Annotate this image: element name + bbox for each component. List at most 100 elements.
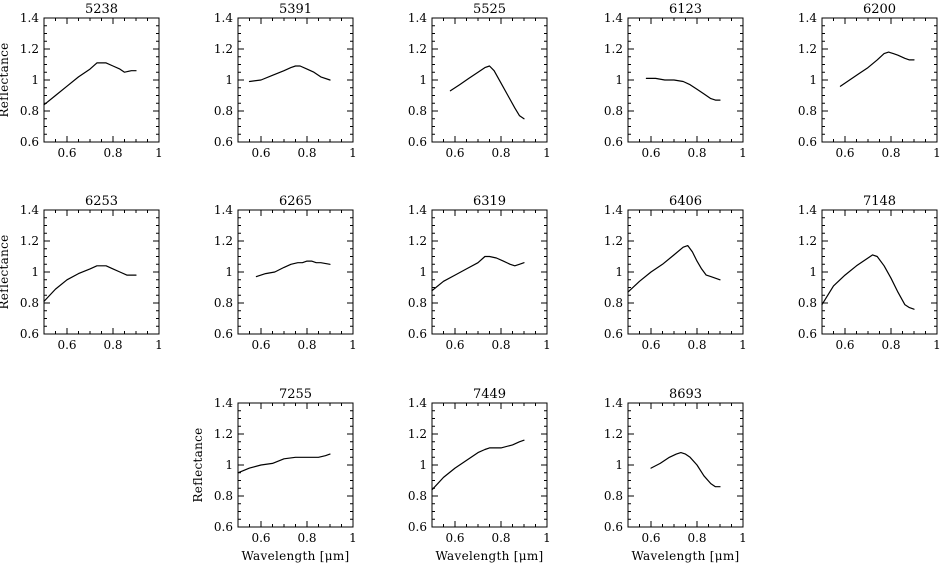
y-tick-label: 1.4: [798, 203, 817, 217]
y-tick-label: 0.8: [408, 104, 427, 118]
x-axis-label: Wavelength [μm]: [631, 549, 739, 563]
panel: 0.6 0.8 1 0.6 0.8 1 1.2 1.4 7148: [798, 194, 941, 352]
plot-frame: [237, 402, 354, 528]
panel: 0.6 0.8 1 0.6 0.8 1 1.2 1.4 6406: [604, 194, 747, 352]
panel-title: 6406: [669, 194, 702, 209]
panel: 0.6 0.8 1 0.6 0.8 1 1.2 1.4 6265: [214, 194, 357, 352]
y-axis-label: Reflectance: [191, 427, 205, 502]
x-tick-label: 0.8: [103, 146, 122, 160]
y-tick-label: 0.8: [408, 296, 427, 310]
x-tick-label: 0.8: [297, 146, 316, 160]
spectrum-line: [650, 452, 721, 488]
y-tick-label: 0.6: [20, 327, 39, 341]
y-tick-label: 1.2: [214, 42, 233, 56]
panel: 0.6 0.8 1 0.6 0.8 1 1.2 1.4 5391: [214, 2, 357, 160]
x-tick-label: 0.8: [491, 146, 510, 160]
x-tick-label: 0.8: [687, 146, 706, 160]
y-tick-label: 0.6: [408, 520, 427, 534]
spectrum-line: [821, 254, 915, 310]
y-tick-label: 1.4: [798, 11, 817, 25]
y-tick-label: 1.4: [408, 396, 427, 410]
plot-frame: [431, 402, 548, 528]
x-tick-label: 0.6: [251, 338, 270, 352]
spectrum-line: [627, 245, 721, 293]
x-tick-label: 0.6: [835, 146, 854, 160]
plot-frame: [237, 17, 354, 143]
y-tick-label: 1.2: [214, 427, 233, 441]
x-axis-label: Wavelength [μm]: [435, 549, 543, 563]
plot-frame: [43, 209, 160, 335]
plot-frame: [43, 17, 160, 143]
x-tick-label: 1: [349, 146, 357, 160]
plot-frame: [821, 209, 938, 335]
y-tick-label: 1.4: [408, 203, 427, 217]
y-tick-label: 1: [615, 265, 623, 279]
y-tick-label: 1.2: [20, 234, 39, 248]
x-tick-label: 1: [155, 146, 163, 160]
x-tick-label: 1: [543, 531, 551, 545]
x-tick-label: 1: [739, 146, 747, 160]
y-tick-label: 0.6: [20, 135, 39, 149]
panel: 0.6 0.8 1 0.6 0.8 1 1.2 1.4 6319: [408, 194, 551, 352]
y-tick-label: 0.6: [604, 135, 623, 149]
plot-frame: [431, 209, 548, 335]
y-tick-label: 0.8: [214, 489, 233, 503]
panel-title: 7148: [863, 194, 896, 209]
y-tick-label: 1: [809, 73, 817, 87]
plot-frame: [237, 209, 354, 335]
y-tick-label: 0.8: [214, 104, 233, 118]
y-tick-label: 0.6: [798, 327, 817, 341]
spectrum-line: [645, 77, 721, 101]
panel-title: 5525: [473, 2, 506, 17]
y-tick-label: 1: [419, 458, 427, 472]
x-tick-label: 0.6: [445, 531, 464, 545]
x-tick-label: 1: [739, 338, 747, 352]
x-tick-label: 0.6: [57, 146, 76, 160]
y-tick-label: 1: [615, 73, 623, 87]
y-tick-label: 1.4: [20, 203, 39, 217]
y-tick-label: 1.4: [214, 203, 233, 217]
x-axis-label: Wavelength [μm]: [241, 549, 349, 563]
y-tick-label: 0.6: [214, 135, 233, 149]
panel: 0.6 0.8 1 0.6 0.8 1 1.2 1.4 5525: [408, 2, 551, 160]
x-tick-label: 0.6: [641, 338, 660, 352]
y-tick-label: 0.6: [408, 327, 427, 341]
y-tick-label: 1.2: [408, 42, 427, 56]
y-tick-label: 1: [419, 265, 427, 279]
plot-frame: [431, 17, 548, 143]
plot-frame: [821, 17, 938, 143]
spectrum-line: [237, 453, 331, 474]
plot-frame: [627, 402, 744, 528]
panel: 0.6 0.8 1 0.6 0.8 1 1.2 1.4 6200: [798, 2, 941, 160]
x-tick-label: 0.8: [881, 338, 900, 352]
y-tick-label: 1.2: [604, 42, 623, 56]
spectrum-line: [449, 65, 525, 120]
spectrum-line: [839, 51, 915, 87]
y-tick-label: 1.4: [604, 396, 623, 410]
y-tick-label: 0.8: [604, 296, 623, 310]
x-tick-label: 0.8: [491, 531, 510, 545]
spectrum-line: [248, 65, 331, 83]
y-tick-label: 1: [31, 73, 39, 87]
panel-title: 6123: [669, 2, 702, 17]
y-tick-label: 0.8: [214, 296, 233, 310]
x-tick-label: 1: [349, 531, 357, 545]
plot-frame: [627, 17, 744, 143]
y-tick-label: 0.8: [798, 296, 817, 310]
y-tick-label: 1: [225, 265, 233, 279]
x-tick-label: 0.6: [641, 146, 660, 160]
x-tick-label: 1: [543, 146, 551, 160]
y-tick-label: 0.8: [20, 104, 39, 118]
y-tick-label: 1: [31, 265, 39, 279]
spectrum-line: [431, 439, 525, 491]
y-tick-label: 1.4: [214, 396, 233, 410]
panel-title: 6200: [863, 2, 896, 17]
x-tick-label: 0.6: [835, 338, 854, 352]
panel: 0.6 0.8 1 0.6 0.8 1 1.2 1.4 5238 Reflectance: [0, 2, 163, 160]
y-tick-label: 1.2: [798, 234, 817, 248]
y-tick-label: 1.4: [20, 11, 39, 25]
panel: 0.6 0.8 1 0.6 0.8 1 1.2 1.4 6253 Reflectance: [0, 194, 163, 352]
x-tick-label: 1: [933, 338, 941, 352]
x-tick-label: 1: [543, 338, 551, 352]
